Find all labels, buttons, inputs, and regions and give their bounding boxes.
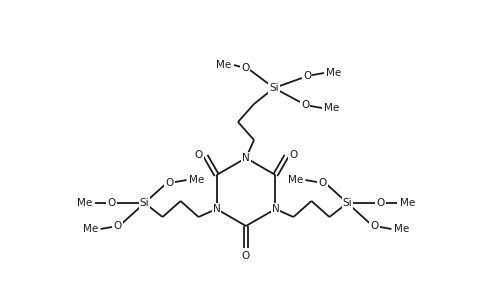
Text: O: O bbox=[194, 150, 203, 160]
Text: O: O bbox=[301, 100, 309, 110]
Text: O: O bbox=[114, 221, 122, 231]
Text: O: O bbox=[318, 178, 327, 188]
Text: Si: Si bbox=[140, 198, 150, 208]
Text: O: O bbox=[107, 198, 116, 208]
Text: O: O bbox=[370, 221, 378, 231]
Text: Me: Me bbox=[83, 224, 98, 234]
Text: O: O bbox=[303, 71, 311, 81]
Text: Me: Me bbox=[326, 68, 341, 78]
Text: N: N bbox=[213, 204, 220, 214]
Text: O: O bbox=[376, 198, 385, 208]
Text: Me: Me bbox=[394, 224, 409, 234]
Text: Me: Me bbox=[324, 103, 339, 113]
Text: Si: Si bbox=[269, 83, 279, 93]
Text: N: N bbox=[272, 204, 279, 214]
Text: O: O bbox=[242, 251, 250, 261]
Text: O: O bbox=[241, 63, 249, 73]
Text: Si: Si bbox=[342, 198, 352, 208]
Text: O: O bbox=[289, 150, 298, 160]
Text: Me: Me bbox=[400, 198, 415, 208]
Text: Me: Me bbox=[77, 198, 92, 208]
Text: Me: Me bbox=[288, 175, 303, 185]
Text: Me: Me bbox=[189, 175, 204, 185]
Text: O: O bbox=[165, 178, 174, 188]
Text: N: N bbox=[242, 153, 250, 163]
Text: Me: Me bbox=[216, 60, 232, 70]
